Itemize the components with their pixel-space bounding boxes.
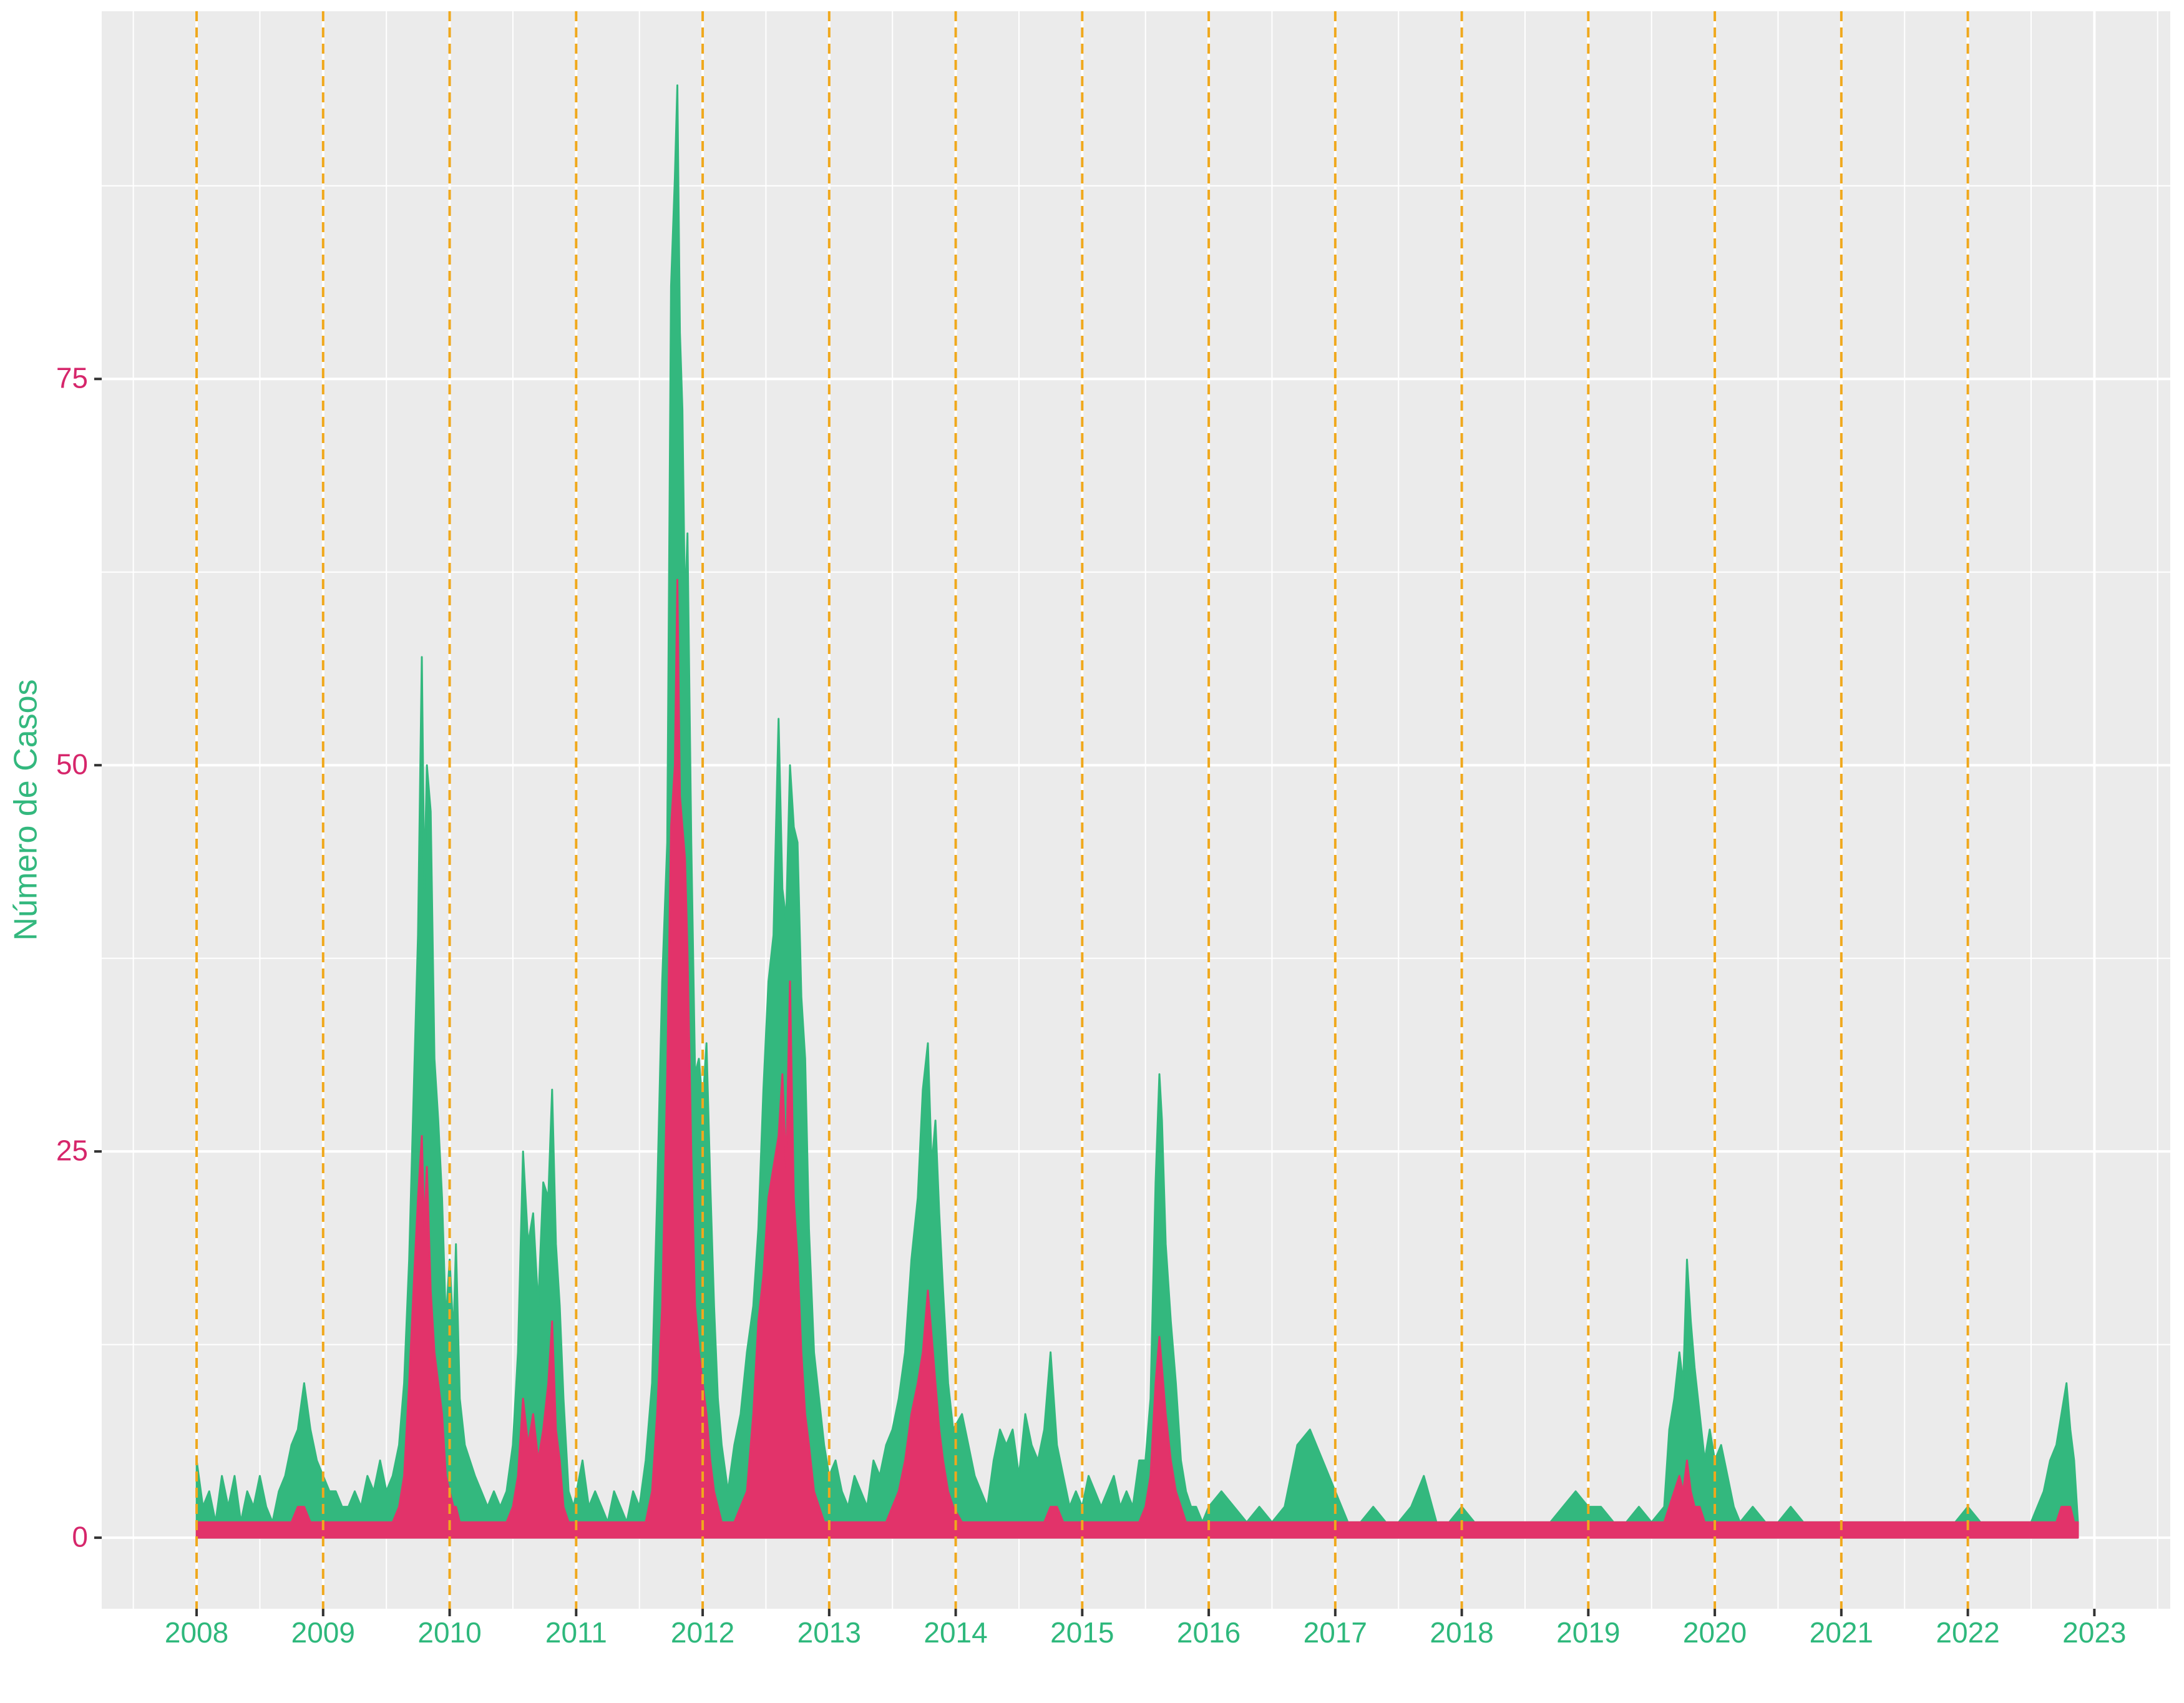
- x-tick-label: 2016: [1177, 1616, 1241, 1649]
- x-tick-label: 2019: [1556, 1616, 1620, 1649]
- x-tick-label: 2010: [417, 1616, 481, 1649]
- y-tick-label: 50: [56, 748, 88, 780]
- x-tick-label: 2020: [1683, 1616, 1747, 1649]
- x-tick-label: 2012: [671, 1616, 734, 1649]
- x-tick-label: 2013: [797, 1616, 861, 1649]
- x-tick-label: 2014: [924, 1616, 987, 1649]
- x-tick-label: 2015: [1050, 1616, 1114, 1649]
- x-tick-label: 2021: [1810, 1616, 1873, 1649]
- x-tick-label: 2017: [1304, 1616, 1367, 1649]
- y-tick-label: 75: [56, 361, 88, 394]
- x-tick-label: 2018: [1430, 1616, 1493, 1649]
- x-tick-label: 2023: [2062, 1616, 2126, 1649]
- y-tick-label: 25: [56, 1134, 88, 1166]
- x-tick-label: 2008: [165, 1616, 228, 1649]
- y-tick-label: 0: [72, 1520, 88, 1553]
- area: [195, 578, 2079, 1539]
- x-tick-label: 2009: [291, 1616, 355, 1649]
- x-tick-label: 2022: [1936, 1616, 1999, 1649]
- y-axis-title: Número de Casos: [8, 679, 44, 940]
- x-tick-label: 2011: [545, 1616, 607, 1649]
